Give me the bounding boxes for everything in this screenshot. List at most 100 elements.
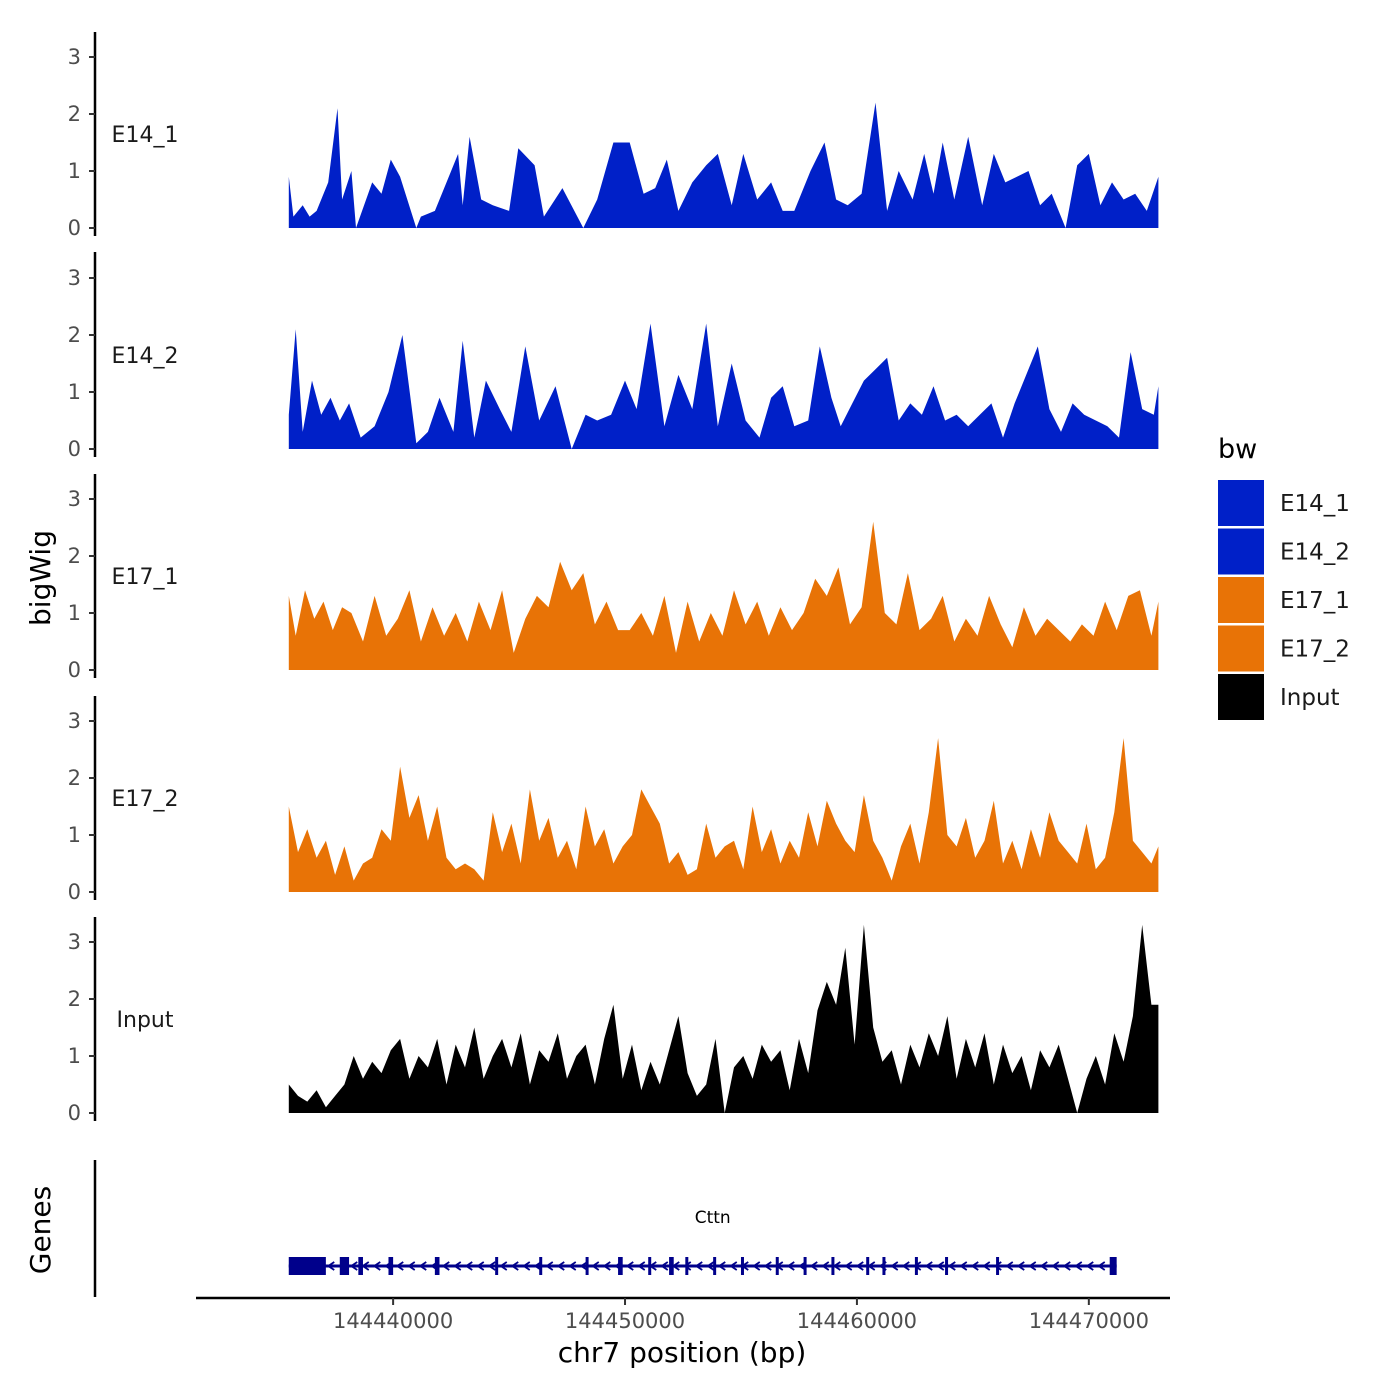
legend-label: E14_2 — [1280, 540, 1350, 566]
legend-swatch — [1218, 480, 1264, 526]
strand-arrow — [556, 1261, 565, 1271]
y-tick-label: 2 — [68, 323, 81, 347]
exon — [740, 1257, 744, 1275]
strand-arrow — [706, 1261, 715, 1271]
exon — [803, 1257, 807, 1275]
strand-arrow — [913, 1261, 922, 1271]
exon — [945, 1257, 949, 1275]
strand-arrow — [1085, 1261, 1094, 1271]
coverage-area-e17-1 — [288, 521, 1159, 670]
gene-cttn: Cttn — [288, 1208, 1117, 1275]
strand-arrow — [464, 1261, 473, 1271]
gene-label: Cttn — [695, 1208, 731, 1228]
exon — [358, 1257, 363, 1275]
strand-arrow — [786, 1261, 795, 1271]
exon — [585, 1257, 589, 1275]
strand-arrow — [487, 1261, 496, 1271]
legend: bw E14_1 E14_2 E17_1 E17_2 Input — [1218, 434, 1350, 720]
y-tick-label: 3 — [68, 45, 81, 69]
track-label: E17_1 — [112, 565, 179, 590]
strand-arrow — [901, 1261, 910, 1271]
y-tick-label: 0 — [68, 437, 81, 461]
exon — [648, 1257, 652, 1275]
genes-track: Cttn — [93, 1160, 1117, 1297]
exon — [1109, 1257, 1117, 1275]
strand-arrow — [683, 1261, 692, 1271]
exon — [996, 1257, 1000, 1275]
y-tick-label: 2 — [68, 987, 81, 1011]
x-tick-label: 144470000 — [1029, 1309, 1149, 1333]
strand-arrow — [545, 1261, 554, 1271]
track-e17-2: 0 1 2 3 E17_2 — [68, 696, 1159, 904]
legend-label: E14_1 — [1280, 491, 1350, 517]
x-axis-title: chr7 position (bp) — [558, 1336, 807, 1369]
strand-arrow — [453, 1261, 462, 1271]
y-tick-label: 2 — [68, 544, 81, 568]
strand-arrow — [637, 1261, 646, 1271]
strand-arrow — [1016, 1261, 1025, 1271]
strand-arrow — [522, 1261, 531, 1271]
strand-arrow — [1028, 1261, 1037, 1271]
strand-arrow — [579, 1261, 588, 1271]
strand-arrow — [441, 1261, 450, 1271]
legend-label: E17_2 — [1280, 637, 1350, 663]
x-tick-label: 144460000 — [797, 1309, 917, 1333]
track-e14-2: 0 1 2 3 E14_2 — [68, 252, 1159, 461]
y-tick-label: 1 — [68, 823, 81, 847]
strand-arrow — [591, 1261, 600, 1271]
strand-arrow — [752, 1261, 761, 1271]
strand-arrow — [763, 1261, 772, 1271]
strand-arrow — [959, 1261, 968, 1271]
strand-arrow — [809, 1261, 818, 1271]
strand-arrow — [694, 1261, 703, 1271]
exon — [882, 1257, 886, 1275]
exon — [685, 1257, 689, 1275]
strand-arrow — [602, 1261, 611, 1271]
track-label: E14_1 — [112, 123, 179, 148]
exon — [434, 1257, 440, 1275]
strand-arrow — [1005, 1261, 1014, 1271]
y-tick-label: 1 — [68, 601, 81, 625]
legend-swatch — [1218, 674, 1264, 720]
track-label: Input — [117, 1008, 174, 1033]
y-tick-label: 0 — [68, 1101, 81, 1125]
x-tick-label: 144440000 — [333, 1309, 453, 1333]
exon — [618, 1257, 623, 1275]
exon — [914, 1257, 918, 1275]
y-tick-label: 3 — [68, 487, 81, 511]
y-tick-label: 0 — [68, 880, 81, 904]
coverage-area-e14-2 — [288, 323, 1159, 449]
legend-label: Input — [1280, 685, 1340, 711]
exon — [866, 1257, 870, 1275]
legend-swatch — [1218, 577, 1264, 623]
y-axis-title: bigWig — [24, 530, 57, 626]
exon — [388, 1257, 394, 1275]
y-tick-label: 3 — [68, 266, 81, 290]
strand-arrow — [947, 1261, 956, 1271]
strand-arrow — [499, 1261, 508, 1271]
strand-arrow — [1051, 1261, 1060, 1271]
strand-arrow — [1062, 1261, 1071, 1271]
strand-arrow — [844, 1261, 853, 1271]
y-tick-label: 1 — [68, 380, 81, 404]
strand-arrow — [729, 1261, 738, 1271]
strand-arrow — [372, 1261, 381, 1271]
y-tick-label: 0 — [68, 658, 81, 682]
strand-arrow — [993, 1261, 1002, 1271]
strand-arrow — [1039, 1261, 1048, 1271]
track-label: E17_2 — [112, 787, 179, 812]
x-tick-label: 144450000 — [565, 1309, 685, 1333]
y-tick-label: 0 — [68, 216, 81, 240]
y-tick-label: 1 — [68, 159, 81, 183]
exon — [831, 1257, 835, 1275]
strand-arrow — [407, 1261, 416, 1271]
y-tick-label: 2 — [68, 102, 81, 126]
strand-arrow — [1074, 1261, 1083, 1271]
track-input: 0 1 2 3 Input — [68, 917, 1159, 1125]
strand-arrow — [982, 1261, 991, 1271]
coverage-area-e14-1 — [288, 102, 1159, 228]
track-e17-1: 0 1 2 3 E17_1 — [68, 474, 1159, 682]
strand-arrow — [970, 1261, 979, 1271]
strand-arrow — [890, 1261, 899, 1271]
